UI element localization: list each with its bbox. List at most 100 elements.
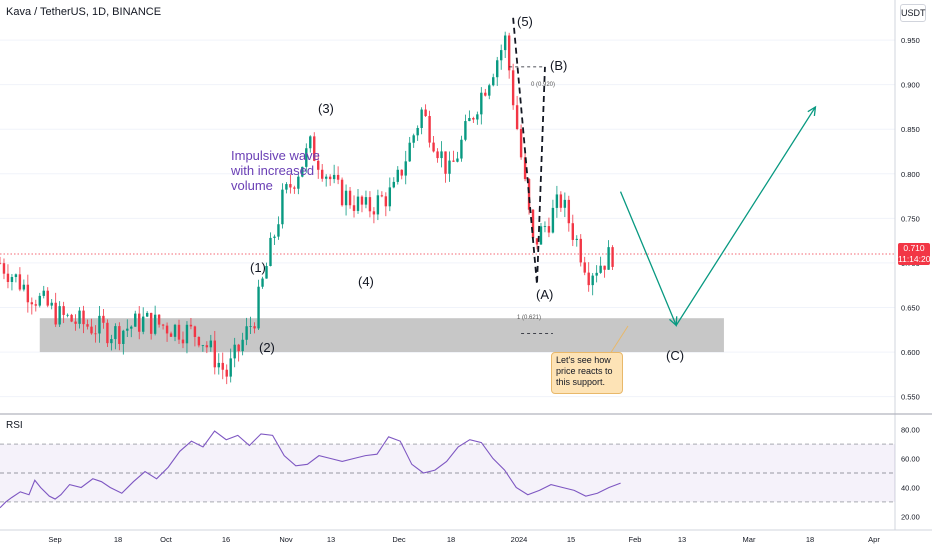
candle — [78, 307, 81, 329]
candle-body — [2, 263, 6, 274]
candle-body — [591, 275, 594, 286]
candle — [6, 264, 10, 289]
candle-body — [531, 209, 535, 239]
last-price-value: 0.710 — [903, 243, 925, 253]
candle — [18, 267, 22, 292]
candle — [245, 317, 248, 346]
candle-body — [177, 324, 181, 340]
candle-body — [500, 50, 503, 61]
candle — [273, 234, 276, 245]
candle — [507, 32, 511, 79]
candle — [527, 177, 531, 215]
candle — [384, 192, 388, 217]
candle-body — [70, 314, 73, 322]
candle-body — [424, 109, 427, 117]
candle-body — [201, 345, 205, 347]
candle-body — [10, 277, 14, 283]
candle — [165, 322, 169, 342]
time-tick-label: 13 — [678, 535, 686, 544]
candle — [261, 276, 264, 289]
candle-body — [273, 236, 276, 238]
candle-body — [305, 148, 308, 167]
candle-body — [571, 223, 574, 240]
candle-body — [507, 35, 511, 71]
candle-body — [603, 265, 606, 270]
candle — [519, 124, 523, 160]
candle — [404, 150, 407, 185]
candle-body — [579, 238, 582, 263]
candle — [448, 151, 451, 182]
candle — [555, 185, 559, 218]
candle — [126, 319, 129, 338]
candle-body — [261, 278, 264, 287]
candle — [54, 292, 57, 328]
time-tick-label: 18 — [806, 535, 814, 544]
candle — [106, 319, 109, 347]
candle-body — [372, 211, 376, 215]
candle — [118, 322, 121, 351]
candle-body — [611, 247, 614, 267]
candle — [213, 330, 216, 375]
candle-body — [360, 196, 364, 205]
candle — [484, 88, 487, 97]
currency-button[interactable]: USDT — [900, 4, 926, 22]
candle-body — [376, 195, 380, 215]
candle-body — [181, 339, 185, 344]
candle-body — [404, 161, 407, 176]
candle-body — [90, 326, 93, 334]
price-tick-label: 0.650 — [901, 304, 920, 313]
candle-body — [515, 105, 519, 130]
candle-body — [583, 262, 586, 273]
candle — [460, 135, 463, 162]
candle — [607, 240, 610, 270]
candle-body — [237, 344, 240, 352]
candle — [416, 125, 419, 141]
candle — [539, 222, 543, 245]
candle-body — [535, 238, 539, 245]
candle — [110, 334, 113, 351]
candle-body — [527, 179, 531, 210]
candle-body — [336, 174, 340, 180]
candle — [543, 221, 547, 233]
candle-body — [229, 358, 232, 377]
rsi-tick-label: 80.00 — [901, 426, 920, 435]
candle — [412, 133, 415, 148]
candle-body — [82, 310, 85, 325]
candle-body — [484, 92, 487, 96]
candle — [472, 116, 475, 123]
candle — [38, 292, 41, 308]
candle — [277, 216, 280, 240]
candle-body — [118, 326, 121, 344]
candle-body — [460, 139, 463, 159]
candle-body — [511, 70, 515, 106]
candle-body — [157, 314, 161, 325]
candle — [62, 301, 65, 324]
candle-body — [396, 169, 399, 182]
candle-body — [161, 324, 165, 326]
candle-body — [547, 226, 551, 233]
candle-body — [6, 273, 10, 283]
candle — [328, 174, 332, 186]
candle-body — [134, 313, 137, 327]
candle-body — [126, 328, 129, 331]
candle — [348, 186, 352, 209]
price-tick-label: 0.750 — [901, 214, 920, 223]
candle — [313, 132, 316, 162]
candle — [567, 195, 571, 232]
candle-body — [539, 226, 543, 245]
candle-body — [332, 174, 336, 180]
candle-body — [543, 226, 547, 227]
candle-body — [38, 295, 41, 306]
fib-retracement — [509, 66, 553, 334]
candle — [281, 183, 284, 229]
candle-body — [444, 151, 447, 174]
candle — [225, 364, 228, 385]
wave-label-3: (3) — [318, 101, 334, 116]
candle-body — [257, 286, 260, 329]
candle — [86, 319, 89, 330]
candle-body — [233, 344, 236, 359]
candle — [547, 217, 551, 238]
candle-body — [169, 333, 173, 337]
candle — [66, 313, 69, 318]
candle — [611, 245, 614, 271]
